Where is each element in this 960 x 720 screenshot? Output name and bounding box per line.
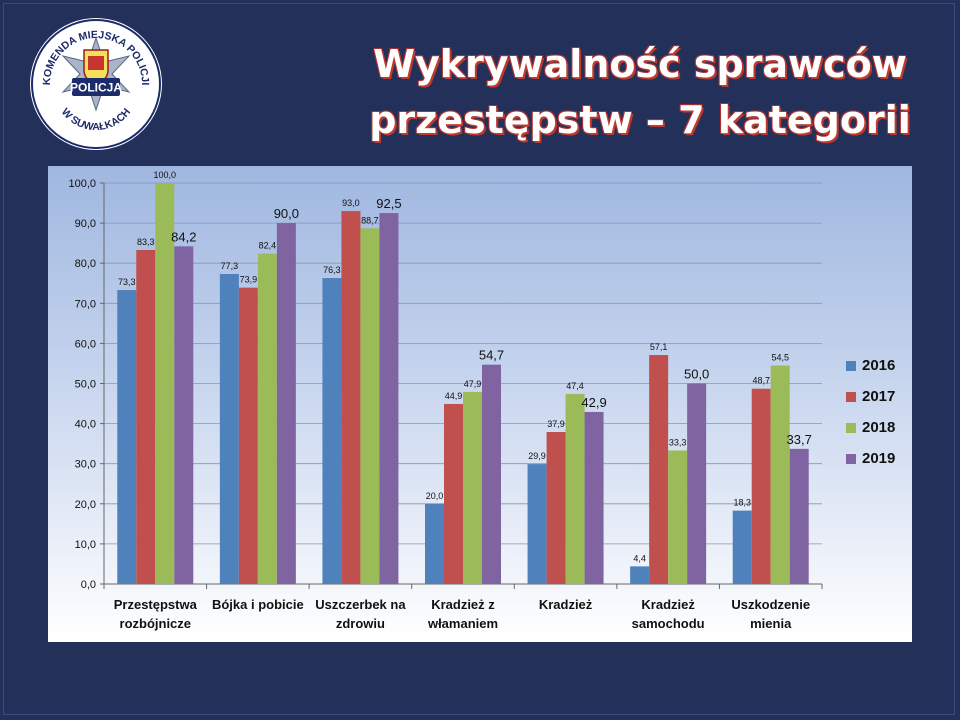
bar-2016-6 — [732, 510, 752, 584]
y-tick-label: 50,0 — [75, 379, 96, 391]
logo-text-center: POLICJA — [70, 81, 122, 95]
bar-2017-0 — [136, 249, 156, 584]
bar-2019-0 — [174, 246, 194, 584]
bar-2018-5 — [668, 450, 688, 584]
data-label-2017-3: 44,9 — [445, 391, 463, 401]
bar-2019-5 — [687, 383, 707, 584]
data-label-2016-1: 77,3 — [221, 261, 239, 271]
bar-2018-2 — [360, 228, 380, 585]
bar-2018-0 — [155, 183, 175, 584]
bar-2019-3 — [482, 364, 501, 584]
x-category-label: Kradzież — [538, 597, 593, 612]
legend-label: 2018 — [862, 419, 896, 436]
legend-swatch — [846, 391, 856, 402]
bar-2019-1 — [276, 223, 296, 584]
bar-2016-0 — [117, 290, 137, 584]
data-label-2016-6: 18,3 — [733, 498, 751, 508]
y-tick-label: 100,0 — [68, 178, 96, 190]
data-label-2017-2: 93,0 — [342, 198, 360, 208]
x-category-label: Uszczerbek na zdrowiu — [315, 597, 406, 631]
data-label-2016-5: 4,4 — [633, 553, 646, 563]
bar-2016-2 — [322, 278, 342, 584]
data-label-2016-4: 29,9 — [528, 451, 546, 461]
data-label-2018-3: 47,9 — [464, 379, 482, 389]
data-label-2019-2: 92,5 — [376, 196, 401, 211]
y-tick-label: 10,0 — [75, 539, 96, 551]
title-line-2: przestępstw – 7 kategorii — [369, 98, 911, 142]
x-category-label: Uszkodzenie mienia — [731, 597, 811, 631]
police-badge-logo: KOMENDA MIEJSKA POLICJI W SUWAŁKACH POLI… — [28, 16, 164, 152]
x-category-label: Kradzież z włamaniem — [427, 597, 499, 631]
data-label-2017-0: 83,3 — [137, 237, 155, 247]
bar-2018-4 — [565, 393, 585, 584]
slide-title: Wykrywalność sprawców przestępstw – 7 ka… — [340, 36, 940, 148]
data-label-2018-1: 82,4 — [259, 241, 277, 251]
data-label-2019-1: 90,0 — [274, 206, 299, 221]
y-tick-label: 30,0 — [75, 459, 96, 471]
data-label-2016-0: 73,3 — [118, 277, 136, 287]
legend-swatch — [846, 360, 856, 371]
y-tick-label: 20,0 — [75, 499, 96, 511]
bar-2018-6 — [770, 365, 790, 584]
legend-label: 2016 — [862, 357, 896, 374]
data-label-2019-3: 54,7 — [479, 348, 504, 363]
legend-swatch — [846, 422, 856, 433]
data-label-2019-5: 50,0 — [684, 367, 709, 382]
legend-label: 2019 — [862, 450, 896, 467]
data-label-2018-2: 88,7 — [361, 215, 379, 225]
legend-item-2019: 2019 — [846, 443, 912, 474]
slide-border — [3, 3, 955, 715]
y-tick-label: 0,0 — [81, 579, 96, 591]
data-label-2018-0: 100,0 — [154, 170, 177, 180]
bar-2017-4 — [546, 432, 566, 584]
bar-2019-2 — [379, 213, 399, 584]
bar-2016-3 — [425, 503, 444, 584]
bar-2017-2 — [341, 211, 361, 584]
data-label-2016-3: 20,0 — [426, 491, 444, 501]
data-label-2017-6: 48,7 — [752, 376, 770, 386]
legend-label: 2017 — [862, 388, 896, 405]
data-label-2016-2: 76,3 — [323, 265, 341, 275]
bar-2019-4 — [584, 411, 604, 584]
y-tick-label: 70,0 — [75, 298, 96, 310]
x-category-label: Kradzież samochodu — [631, 597, 705, 631]
bar-2019-6 — [789, 448, 809, 584]
y-tick-label: 60,0 — [75, 338, 96, 350]
data-label-2019-0: 84,2 — [171, 229, 196, 244]
legend-swatch — [846, 453, 856, 464]
bar-2018-1 — [257, 253, 277, 584]
data-label-2018-4: 47,4 — [566, 381, 584, 391]
legend-item-2016: 2016 — [846, 350, 912, 381]
bar-2017-5 — [649, 355, 669, 584]
bar-2017-6 — [751, 388, 771, 584]
data-label-2017-5: 57,1 — [650, 342, 668, 352]
chart-legend: 2016 2017 2018 2019 — [846, 350, 912, 474]
data-label-2018-5: 33,3 — [669, 437, 687, 447]
bar-2018-3 — [463, 391, 482, 584]
data-label-2019-6: 33,7 — [787, 432, 812, 447]
bar-2016-1 — [219, 274, 239, 584]
x-category-label: Bójka i pobicie — [211, 597, 304, 612]
bar-2017-1 — [238, 287, 258, 584]
data-label-2019-4: 42,9 — [581, 395, 606, 410]
data-label-2017-1: 73,9 — [240, 275, 258, 285]
title-line-1: Wykrywalność sprawców — [373, 42, 907, 86]
bar-2016-5 — [630, 566, 650, 584]
data-label-2017-4: 37,9 — [547, 419, 565, 429]
bar-2016-4 — [527, 464, 547, 584]
bar-chart: 0,0 10,0 20,0 30,0 40,0 50,0 60,0 70,0 80,0 90,0 1… — [68, 170, 823, 591]
legend-item-2017: 2017 — [846, 381, 912, 412]
data-label-2018-6: 54,5 — [771, 352, 789, 362]
bar-2017-3 — [444, 403, 463, 584]
chart-panel: 0,0 10,0 20,0 30,0 40,0 50,0 60,0 70,0 80,0 90,0 1… — [48, 166, 912, 642]
y-tick-label: 80,0 — [75, 258, 96, 270]
y-tick-label: 40,0 — [75, 419, 96, 431]
x-category-label: Przestępstwa rozbójnicze — [113, 597, 197, 631]
legend-item-2018: 2018 — [846, 412, 912, 443]
y-tick-label: 90,0 — [75, 218, 96, 230]
